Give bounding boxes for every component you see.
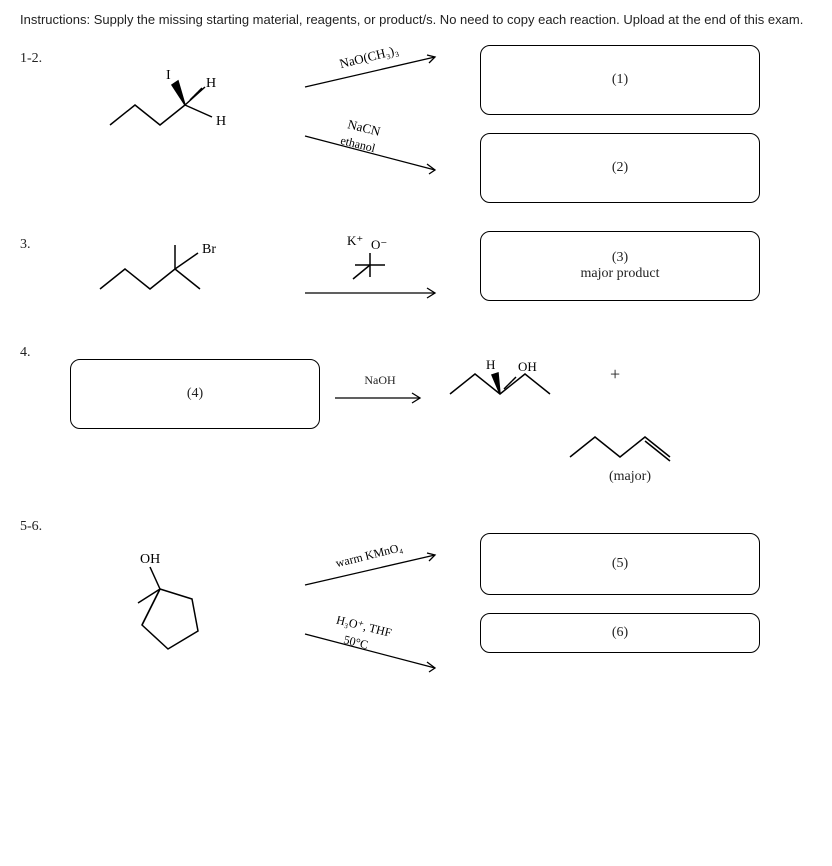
arrow-top-5: warm KMnO₄ xyxy=(285,543,455,598)
question-3: 3. Br K⁺ O⁻ (3) xyxy=(20,231,812,311)
question-number-4: 4. xyxy=(20,339,70,361)
question-1-2: 1-2. I H H NaO(CH₃)₃ xyxy=(20,45,812,203)
reagent-arrow-4: NaOH xyxy=(320,339,440,408)
question-4: 4. (4) NaOH xyxy=(20,339,812,485)
plus-sign: + xyxy=(610,364,620,385)
reagent-arrows-5-6: warm KMnO₄ H₃O⁺, THF 50°C xyxy=(280,513,460,681)
svg-text:OH: OH xyxy=(518,359,537,374)
svg-text:O⁻: O⁻ xyxy=(371,237,387,252)
answer-placeholder-5: (5) xyxy=(612,556,628,572)
atom-label-I: I xyxy=(166,68,171,83)
answer-placeholder-6: (6) xyxy=(612,625,628,641)
question-5-6: 5-6. OH warm KMnO₄ H₃O⁺, THF 50°C xyxy=(20,513,812,681)
instructions-text: Instructions: Supply the missing startin… xyxy=(20,12,812,27)
svg-text:warm KMnO₄: warm KMnO₄ xyxy=(334,543,404,570)
starting-material-3: Br xyxy=(70,231,280,311)
question-number-5-6: 5-6. xyxy=(20,513,70,535)
answer-box-6[interactable]: (6) xyxy=(480,613,760,653)
arrow-bot-6: H₃O⁺, THF 50°C xyxy=(285,616,455,681)
product-4b xyxy=(560,419,700,469)
question-number-1-2: 1-2. xyxy=(20,45,70,67)
atom-label-H2: H xyxy=(216,114,226,129)
products-4: H OH + (major) xyxy=(440,339,812,485)
starting-material-5-6: OH xyxy=(70,513,280,673)
major-label: (major) xyxy=(560,469,700,485)
reagent-arrow-3: K⁺ O⁻ xyxy=(280,231,460,311)
answer-box-2[interactable]: (2) xyxy=(480,133,760,203)
arrow-top-1: NaO(CH₃)₃ xyxy=(285,45,455,100)
answer-placeholder-4: (4) xyxy=(187,386,203,402)
atom-label-Br: Br xyxy=(202,242,216,257)
answer-box-5[interactable]: (5) xyxy=(480,533,760,595)
answer-placeholder-2: (2) xyxy=(612,160,628,176)
reagent-arrows-1-2: NaO(CH₃)₃ NaCN ethanol xyxy=(280,45,460,183)
answer-box-4[interactable]: (4) xyxy=(70,359,320,429)
svg-text:50°C: 50°C xyxy=(342,632,369,652)
svg-text:H: H xyxy=(486,357,495,372)
atom-label-H1: H xyxy=(206,76,216,91)
answer-placeholder-3: (3) xyxy=(612,250,628,266)
answer-box-3[interactable]: (3) major product xyxy=(480,231,760,301)
svg-text:OH: OH xyxy=(140,552,160,567)
product-4a: H OH xyxy=(440,339,590,409)
reagent-label-naoh: NaOH xyxy=(364,373,395,388)
answer-placeholder-1: (1) xyxy=(612,72,628,88)
answer-box-1[interactable]: (1) xyxy=(480,45,760,115)
arrow-bot-1: NaCN ethanol xyxy=(285,118,455,183)
starting-material-1-2: I H H xyxy=(70,45,280,155)
answer-sub-3: major product xyxy=(581,266,660,282)
question-number-3: 3. xyxy=(20,231,70,253)
svg-text:K⁺: K⁺ xyxy=(347,233,363,248)
